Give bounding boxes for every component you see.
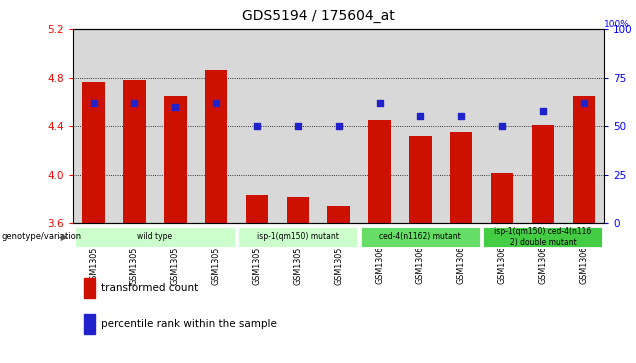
Bar [532, 125, 554, 223]
Text: 100%: 100% [604, 20, 630, 29]
Bar [84, 314, 95, 334]
Bar [368, 120, 391, 223]
Text: ced-4(n1162) mutant: ced-4(n1162) mutant [380, 232, 461, 241]
Point [88, 100, 99, 106]
Bar [123, 80, 146, 223]
Text: GDS5194 / 175604_at: GDS5194 / 175604_at [242, 9, 394, 23]
FancyBboxPatch shape [237, 226, 358, 248]
Bar [205, 70, 227, 223]
Bar [491, 174, 513, 223]
FancyBboxPatch shape [483, 226, 604, 248]
Text: transformed count: transformed count [100, 283, 198, 293]
Bar [82, 82, 105, 223]
Text: genotype/variation: genotype/variation [1, 232, 81, 241]
Bar [572, 96, 595, 223]
Point [252, 123, 262, 129]
Bar [84, 278, 95, 298]
Text: percentile rank within the sample: percentile rank within the sample [100, 319, 277, 329]
Bar [409, 136, 432, 223]
Point [211, 100, 221, 106]
Bar [287, 196, 309, 223]
FancyBboxPatch shape [74, 226, 236, 248]
Point [293, 123, 303, 129]
Point [375, 100, 385, 106]
Bar [450, 132, 473, 223]
Text: isp-1(qm150) mutant: isp-1(qm150) mutant [257, 232, 339, 241]
Bar [245, 195, 268, 223]
Point [497, 123, 507, 129]
Point [456, 114, 466, 119]
Point [538, 108, 548, 114]
Text: isp-1(qm150) ced-4(n116
2) double mutant: isp-1(qm150) ced-4(n116 2) double mutant [494, 227, 591, 246]
Point [170, 104, 181, 110]
Text: wild type: wild type [137, 232, 172, 241]
Bar [328, 206, 350, 223]
Point [334, 123, 344, 129]
Point [129, 100, 139, 106]
Point [579, 100, 589, 106]
Bar [164, 96, 186, 223]
Point [415, 114, 425, 119]
FancyBboxPatch shape [360, 226, 481, 248]
